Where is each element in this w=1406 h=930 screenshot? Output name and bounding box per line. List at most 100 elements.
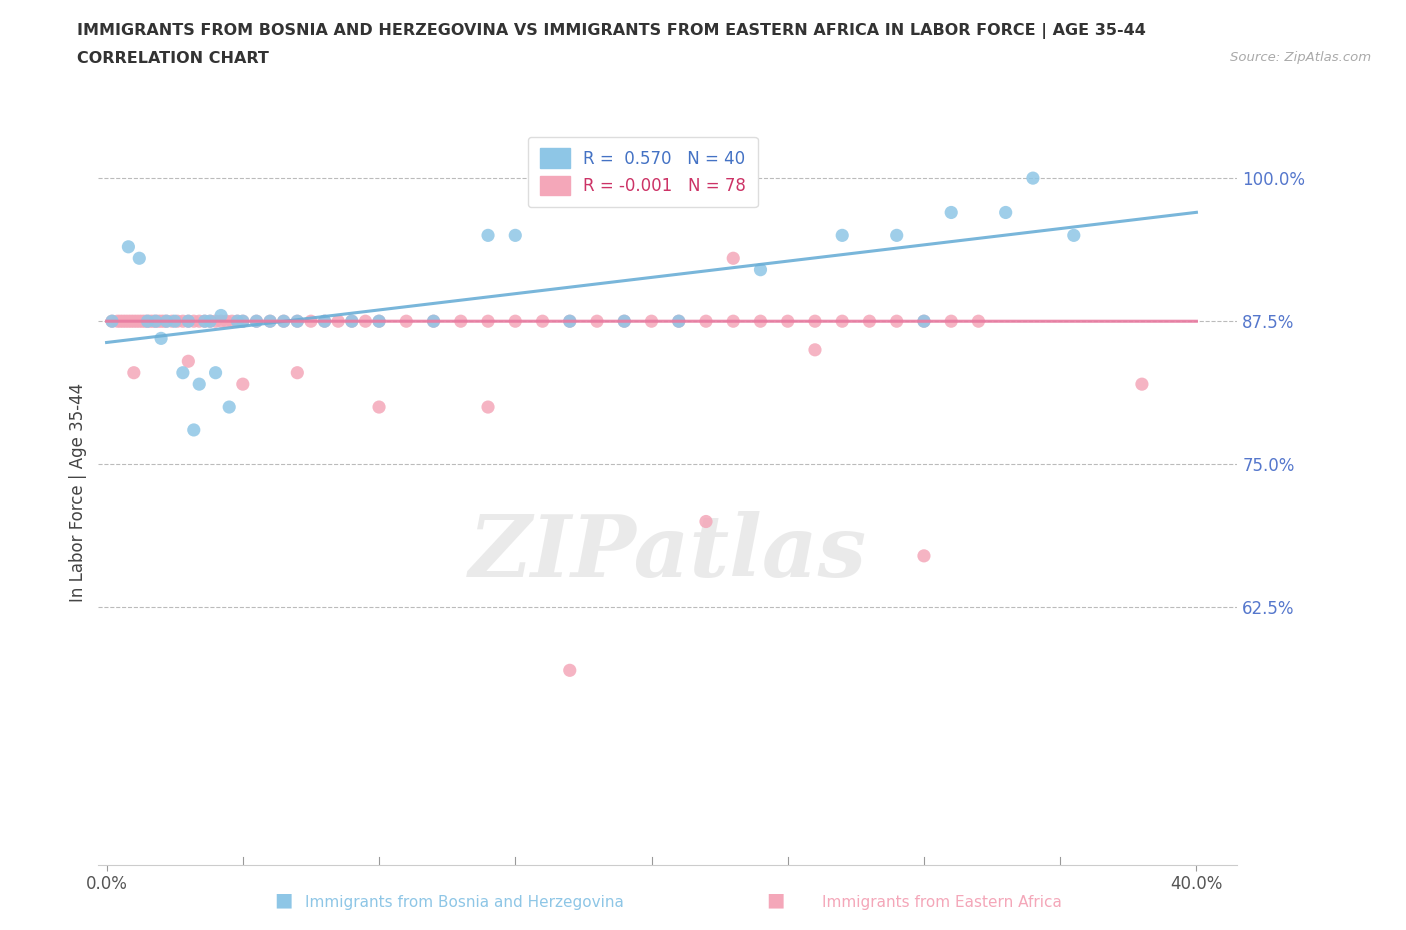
Point — [285, 365, 308, 380]
Point — [209, 313, 232, 328]
Y-axis label: In Labor Force | Age 35-44: In Labor Force | Age 35-44 — [69, 383, 87, 603]
Point — [368, 313, 391, 328]
Point — [117, 239, 139, 254]
Point — [776, 313, 799, 328]
Point — [912, 313, 935, 328]
Point — [477, 228, 499, 243]
Point — [110, 313, 132, 328]
Point — [232, 313, 254, 328]
Point — [368, 313, 391, 328]
Point — [215, 313, 238, 328]
Point — [218, 400, 240, 415]
Point — [503, 313, 526, 328]
Point — [117, 313, 139, 328]
Point — [183, 313, 205, 328]
Point — [188, 377, 211, 392]
Point — [134, 313, 156, 328]
Point — [858, 313, 880, 328]
Point — [804, 313, 827, 328]
Point — [285, 313, 308, 328]
Point — [245, 313, 267, 328]
Point — [183, 422, 205, 437]
Point — [368, 400, 391, 415]
Point — [160, 313, 183, 328]
Point — [177, 313, 200, 328]
Text: CORRELATION CHART: CORRELATION CHART — [77, 51, 269, 66]
Point — [340, 313, 363, 328]
Point — [204, 313, 226, 328]
Point — [155, 313, 177, 328]
Point — [153, 313, 176, 328]
Point — [450, 313, 472, 328]
Point — [941, 205, 963, 219]
Point — [232, 313, 254, 328]
Point — [259, 313, 281, 328]
Point — [245, 313, 267, 328]
Point — [125, 313, 148, 328]
Point — [354, 313, 377, 328]
Point — [226, 313, 249, 328]
Point — [136, 313, 159, 328]
Point — [314, 313, 336, 328]
Point — [221, 313, 243, 328]
Text: ZIPatlas: ZIPatlas — [468, 511, 868, 594]
Point — [188, 313, 211, 328]
Point — [328, 313, 350, 328]
Point — [120, 313, 142, 328]
Point — [558, 313, 581, 328]
Point — [1063, 228, 1085, 243]
Point — [204, 365, 226, 380]
Point — [194, 313, 217, 328]
Point — [586, 313, 609, 328]
Point — [695, 313, 717, 328]
Point — [886, 228, 908, 243]
Point — [613, 313, 636, 328]
Point — [107, 313, 129, 328]
Point — [150, 313, 173, 328]
Point — [145, 313, 167, 328]
Point — [139, 313, 162, 328]
Point — [640, 313, 662, 328]
Point — [558, 663, 581, 678]
Point — [232, 377, 254, 392]
Point — [177, 353, 200, 368]
Point — [314, 313, 336, 328]
Point — [531, 313, 554, 328]
Point — [994, 205, 1017, 219]
Point — [422, 313, 444, 328]
Point — [912, 549, 935, 564]
Text: ■: ■ — [766, 891, 785, 910]
Point — [273, 313, 295, 328]
Point — [558, 313, 581, 328]
Point — [422, 313, 444, 328]
Point — [226, 313, 249, 328]
Point — [695, 514, 717, 529]
Point — [114, 313, 136, 328]
Point — [886, 313, 908, 328]
Point — [136, 313, 159, 328]
Point — [503, 228, 526, 243]
Point — [155, 313, 177, 328]
Text: IMMIGRANTS FROM BOSNIA AND HERZEGOVINA VS IMMIGRANTS FROM EASTERN AFRICA IN LABO: IMMIGRANTS FROM BOSNIA AND HERZEGOVINA V… — [77, 23, 1146, 39]
Point — [131, 313, 153, 328]
Point — [198, 313, 221, 328]
Point — [831, 228, 853, 243]
Point — [912, 313, 935, 328]
Point — [148, 313, 170, 328]
Point — [299, 313, 322, 328]
Text: Immigrants from Eastern Africa: Immigrants from Eastern Africa — [823, 895, 1062, 910]
Point — [668, 313, 690, 328]
Point — [145, 313, 167, 328]
Legend: R =  0.570   N = 40, R = -0.001   N = 78: R = 0.570 N = 40, R = -0.001 N = 78 — [529, 137, 758, 206]
Point — [172, 313, 194, 328]
Point — [172, 365, 194, 380]
Point — [194, 313, 217, 328]
Point — [128, 251, 150, 266]
Point — [122, 365, 145, 380]
Text: Source: ZipAtlas.com: Source: ZipAtlas.com — [1230, 51, 1371, 64]
Point — [111, 313, 134, 328]
Point — [259, 313, 281, 328]
Point — [395, 313, 418, 328]
Point — [477, 313, 499, 328]
Text: Immigrants from Bosnia and Herzegovina: Immigrants from Bosnia and Herzegovina — [305, 895, 623, 910]
